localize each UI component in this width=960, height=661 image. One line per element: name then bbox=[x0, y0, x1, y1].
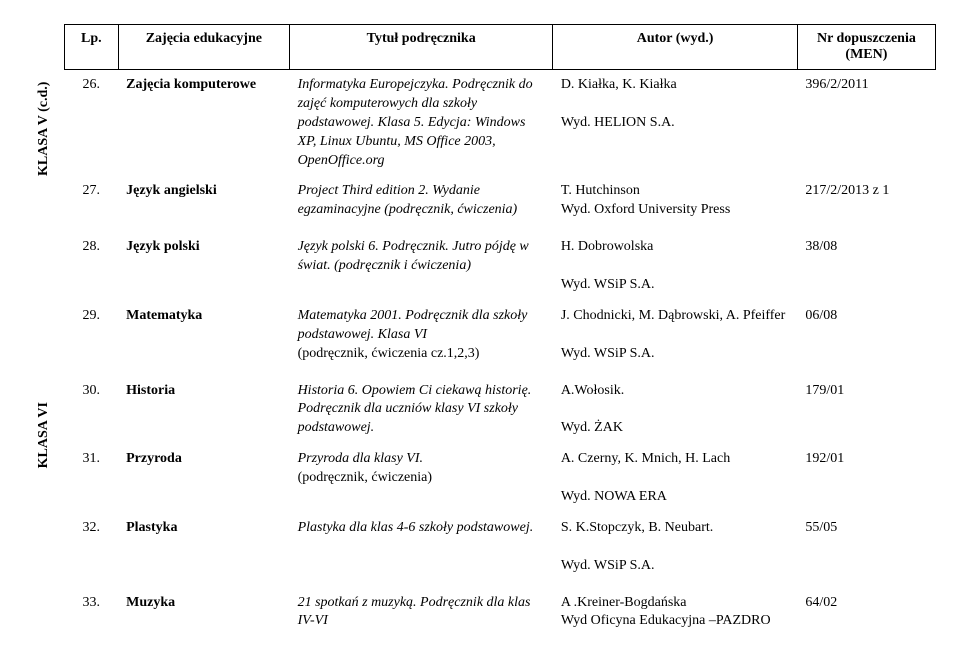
cell-title: Project Third edition 2. Wydanie egzamin… bbox=[290, 176, 553, 226]
cell-subject: Historia bbox=[118, 376, 289, 445]
side-label-column: KLASA V (c.d.) KLASA VI bbox=[24, 24, 64, 637]
cell-subject: Język angielski bbox=[118, 176, 289, 226]
cell-nr: 217/2/2013 z 1 bbox=[797, 176, 935, 226]
cell-title: 21 spotkań z muzyką. Podręcznik dla klas… bbox=[290, 588, 553, 638]
cell-title: Historia 6. Opowiem Ci ciekawą historię.… bbox=[290, 376, 553, 445]
author-line: A .Kreiner-Bogdańska bbox=[561, 595, 687, 610]
table-row: 33. Muzyka 21 spotkań z muzyką. Podręczn… bbox=[65, 588, 936, 638]
cell-lp: 31. bbox=[65, 444, 119, 513]
title-italic: Matematyka 2001. Podręcznik dla szkoły p… bbox=[298, 308, 528, 342]
cell-nr: 179/01 bbox=[797, 376, 935, 445]
publisher-line: Wyd. HELION S.A. bbox=[561, 115, 675, 130]
cell-nr: 64/02 bbox=[797, 588, 935, 638]
textbook-table: Lp. Zajęcia edukacyjne Tytuł podręcznika… bbox=[64, 24, 936, 637]
cell-subject: Plastyka bbox=[118, 513, 289, 582]
author-line: S. K.Stopczyk, B. Neubart. bbox=[561, 520, 713, 535]
cell-subject: Muzyka bbox=[118, 588, 289, 638]
table-row: 32. Plastyka Plastyka dla klas 4-6 szkoł… bbox=[65, 513, 936, 582]
cell-lp: 26. bbox=[65, 70, 119, 177]
cell-lp: 33. bbox=[65, 588, 119, 638]
cell-title: Matematyka 2001. Podręcznik dla szkoły p… bbox=[290, 301, 553, 370]
side-label-klasa-v: KLASA V (c.d.) bbox=[36, 24, 52, 234]
cell-lp: 29. bbox=[65, 301, 119, 370]
cell-author: A.Wołosik. Wyd. ŻAK bbox=[553, 376, 798, 445]
cell-title: Plastyka dla klas 4-6 szkoły podstawowej… bbox=[290, 513, 553, 582]
cell-lp: 30. bbox=[65, 376, 119, 445]
content-area: Lp. Zajęcia edukacyjne Tytuł podręcznika… bbox=[64, 24, 936, 637]
publisher-line: Wyd. WSiP S.A. bbox=[561, 277, 655, 292]
cell-title: Informatyka Europejczyka. Podręcznik do … bbox=[290, 70, 553, 177]
cell-author: A. Czerny, K. Mnich, H. Lach Wyd. NOWA E… bbox=[553, 444, 798, 513]
cell-lp: 27. bbox=[65, 176, 119, 226]
cell-author: D. Kiałka, K. Kiałka Wyd. HELION S.A. bbox=[553, 70, 798, 177]
author-line: A.Wołosik. bbox=[561, 383, 624, 398]
side-label-klasa-vi: KLASA VI bbox=[36, 234, 52, 637]
title-nonitalic: (podręcznik, ćwiczenia) bbox=[298, 470, 432, 485]
table-header-row: Lp. Zajęcia edukacyjne Tytuł podręcznika… bbox=[65, 25, 936, 70]
header-author: Autor (wyd.) bbox=[553, 25, 798, 70]
title-nonitalic: (podręcznik, ćwiczenia cz.1,2,3) bbox=[298, 346, 480, 361]
table-row: 27. Język angielski Project Third editio… bbox=[65, 176, 936, 226]
publisher-line: Wyd. WSiP S.A. bbox=[561, 558, 655, 573]
cell-nr: 55/05 bbox=[797, 513, 935, 582]
publisher-line: Wyd. WSiP S.A. bbox=[561, 346, 655, 361]
cell-author: A .Kreiner-Bogdańska Wyd Oficyna Edukacy… bbox=[553, 588, 798, 638]
header-lp: Lp. bbox=[65, 25, 119, 70]
cell-author: H. Dobrowolska Wyd. WSiP S.A. bbox=[553, 232, 798, 301]
cell-title: Język polski 6. Podręcznik. Jutro pójdę … bbox=[290, 232, 553, 301]
cell-nr: 192/01 bbox=[797, 444, 935, 513]
publisher-line: Wyd Oficyna Edukacyjna –PAZDRO bbox=[561, 613, 771, 628]
cell-author: S. K.Stopczyk, B. Neubart. Wyd. WSiP S.A… bbox=[553, 513, 798, 582]
table-row: 26. Zajęcia komputerowe Informatyka Euro… bbox=[65, 70, 936, 177]
cell-nr: 396/2/2011 bbox=[797, 70, 935, 177]
header-title: Tytuł podręcznika bbox=[290, 25, 553, 70]
cell-nr: 38/08 bbox=[797, 232, 935, 301]
title-italic: Przyroda dla klasy VI. bbox=[298, 451, 423, 466]
author-line: D. Kiałka, K. Kiałka bbox=[561, 77, 677, 92]
cell-author: T. Hutchinson Wyd. Oxford University Pre… bbox=[553, 176, 798, 226]
publisher-line: Wyd. NOWA ERA bbox=[561, 489, 667, 504]
table-row: 31. Przyroda Przyroda dla klasy VI. (pod… bbox=[65, 444, 936, 513]
page-container: KLASA V (c.d.) KLASA VI Lp. Zajęcia eduk… bbox=[24, 24, 936, 637]
table-row: 28. Język polski Język polski 6. Podręcz… bbox=[65, 232, 936, 301]
header-subject: Zajęcia edukacyjne bbox=[118, 25, 289, 70]
cell-lp: 28. bbox=[65, 232, 119, 301]
author-line: J. Chodnicki, M. Dąbrowski, A. Pfeiffer bbox=[561, 308, 786, 323]
cell-subject: Matematyka bbox=[118, 301, 289, 370]
cell-subject: Język polski bbox=[118, 232, 289, 301]
cell-title: Przyroda dla klasy VI. (podręcznik, ćwic… bbox=[290, 444, 553, 513]
cell-subject: Przyroda bbox=[118, 444, 289, 513]
cell-lp: 32. bbox=[65, 513, 119, 582]
table-row: 29. Matematyka Matematyka 2001. Podręczn… bbox=[65, 301, 936, 370]
cell-author: J. Chodnicki, M. Dąbrowski, A. Pfeiffer … bbox=[553, 301, 798, 370]
header-nr: Nr dopuszczenia (MEN) bbox=[797, 25, 935, 70]
author-line: A. Czerny, K. Mnich, H. Lach bbox=[561, 451, 730, 466]
cell-subject: Zajęcia komputerowe bbox=[118, 70, 289, 177]
publisher-line: Wyd. Oxford University Press bbox=[561, 202, 730, 217]
cell-nr: 06/08 bbox=[797, 301, 935, 370]
publisher-line: Wyd. ŻAK bbox=[561, 420, 623, 435]
table-row: 30. Historia Historia 6. Opowiem Ci ciek… bbox=[65, 376, 936, 445]
author-line: T. Hutchinson bbox=[561, 183, 640, 198]
author-line: H. Dobrowolska bbox=[561, 239, 654, 254]
